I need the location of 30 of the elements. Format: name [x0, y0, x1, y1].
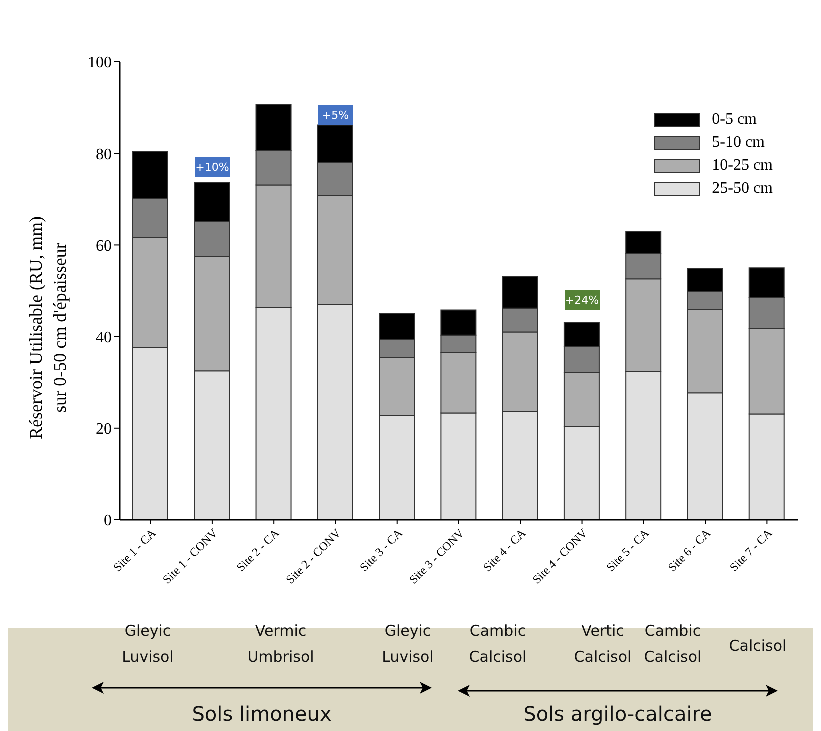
- legend-label: 0-5 cm: [712, 110, 757, 128]
- annotation: +10%: [194, 157, 230, 178]
- legend-label: 5-10 cm: [712, 134, 765, 152]
- y-tick-label: 20: [96, 421, 112, 438]
- x-tick-label: Site 7 - CA: [726, 526, 776, 575]
- annotation: +24%: [564, 290, 600, 310]
- text: Vertic Calcisol: [574, 622, 632, 666]
- text: Vermic Umbrisol: [246, 621, 316, 668]
- text: Sols argilo-calcaire: [522, 701, 714, 727]
- legend-label: 10-25 cm: [712, 156, 773, 174]
- text: Gleyic Luvisol: [121, 621, 175, 668]
- y-tick-label: 60: [96, 238, 112, 255]
- x-tick-label: Site 3 - CA: [357, 526, 406, 575]
- y-tick-label: 100: [88, 54, 112, 72]
- x-tick-label: Site 5 - CA: [604, 526, 652, 575]
- text: Cambic Calcisol: [644, 622, 702, 666]
- annotation: +5%: [318, 105, 354, 126]
- y-axis-title: Réservoir Utilisable (RU, mm) sur 0-50 cm d'épaisseur: [25, 216, 71, 442]
- text: Cambic Calcisol: [468, 621, 528, 668]
- x-tick-label: Site 2 - CA: [234, 526, 282, 575]
- y-tick-label: 40: [96, 329, 112, 346]
- x-tick-label: Site 4 - CA: [480, 526, 529, 575]
- x-tick-label: Site 6 - CA: [665, 526, 714, 575]
- y-tick-label: 0: [104, 512, 112, 530]
- legend-label: 25-50 cm: [712, 180, 773, 198]
- text: Sols limoneux: [191, 701, 333, 727]
- y-tick-label: 80: [96, 146, 112, 164]
- text: Calcisol: [728, 636, 788, 657]
- text: Gleyic Luvisol: [381, 621, 435, 668]
- x-tick-label: Site 1 - CA: [110, 526, 160, 575]
